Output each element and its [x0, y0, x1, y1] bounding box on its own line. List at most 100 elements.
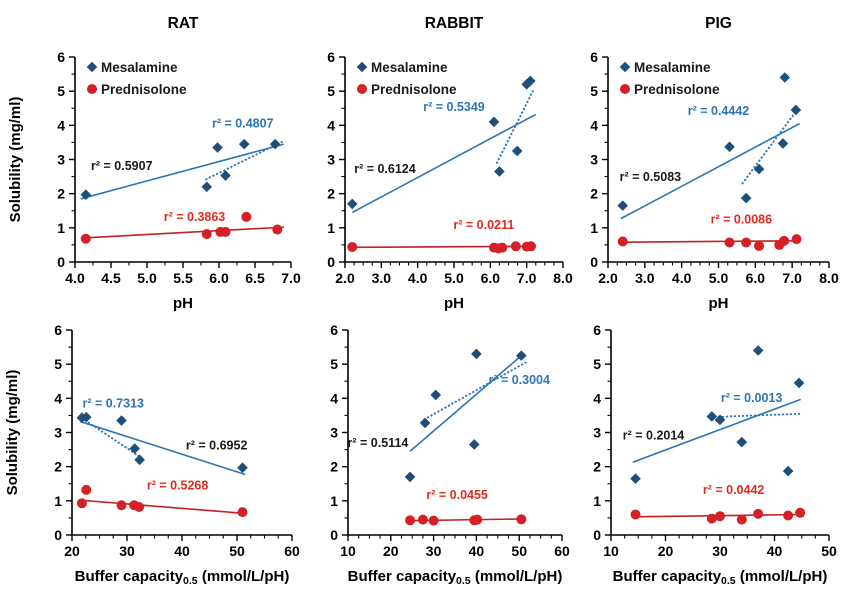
- y-tick-label: 5: [54, 356, 62, 372]
- x-tick-label: 20: [64, 543, 80, 559]
- r-squared-label: r² = 0.0211: [453, 218, 514, 232]
- mesalamine-point: [753, 163, 765, 175]
- mesalamine-point: [525, 75, 536, 87]
- y-tick-label: 6: [327, 49, 335, 65]
- prednisolone-point: [516, 514, 527, 525]
- y-tick-label: 0: [590, 254, 598, 270]
- x-tick-label: 50: [229, 543, 245, 559]
- panel-rat-ph: 4.0 4.5 5.0 5.5 6.0 6.5 7.0 0 1 2 3 4 5 6 RAT Solubilit…: [7, 15, 301, 312]
- y-tick-label: 1: [54, 493, 62, 509]
- x-tick-label: 5.5: [173, 270, 193, 286]
- solid-trendline: [80, 143, 285, 200]
- prednisolone-point: [347, 241, 358, 252]
- legend: Mesalamine Prednisolone: [356, 60, 457, 97]
- r-squared-label: r² = 0.0013: [721, 391, 783, 405]
- mesalamine-point: [511, 145, 523, 157]
- y-tick-label: 3: [330, 425, 338, 441]
- r-squared-label: r² = 0.4442: [688, 104, 750, 118]
- y-tick-label: 3: [54, 425, 62, 441]
- panel-rat-buffer: 20 30 40 50 60 0 1 2 3 4 5 6 Solubility (mg/ml) Buffe…: [4, 322, 300, 587]
- mesalamine-point: [129, 443, 140, 454]
- prednisolone-point: [630, 509, 641, 520]
- x-tick-label: 6.0: [746, 270, 766, 286]
- x-axis-title: Buffer capacity0.5 (mmol/L/pH): [613, 568, 828, 587]
- prednisolone-point: [736, 514, 747, 525]
- mesalamine-point: [617, 200, 629, 211]
- mesalamine-point: [430, 389, 442, 401]
- x-tick-label: 40: [174, 543, 190, 559]
- mesalamine-point: [237, 462, 248, 473]
- mesalamine-point: [419, 417, 431, 429]
- y-tick-label: 0: [330, 527, 338, 543]
- x-axis-title: pH: [173, 295, 193, 312]
- panel-pig-buffer: 10 20 30 40 50 0 1 2 3 4 5 6 Buffer capacity0.5 (mmo…: [593, 322, 837, 587]
- x-tick-label: 7.0: [517, 270, 537, 286]
- prednisolone-point: [754, 240, 765, 251]
- r-squared-label: r² = 0.3004: [488, 373, 550, 387]
- x-axis-title: Buffer capacity0.5 (mmol/L/pH): [348, 568, 563, 587]
- y-tick-label: 3: [593, 425, 601, 441]
- panel-pig-ph: 2.0 3.0 4.0 5.0 6.0 7.0 8.0 0 1 2 3 4 5 6 PIG pH r² = 0.…: [590, 15, 839, 312]
- prednisolone-point: [241, 211, 252, 222]
- legend-circle-icon: [357, 84, 367, 94]
- prednisolone-point: [497, 242, 508, 253]
- x-tick-label: 4.0: [408, 270, 428, 286]
- r-squared-label: r² = 0.5349: [423, 100, 485, 114]
- series-mesalamine: [346, 75, 536, 210]
- x-tick-label: 8.0: [553, 270, 573, 286]
- prednisolone-point: [201, 228, 212, 239]
- mesalamine-point: [346, 198, 358, 210]
- series-prednisolone: [80, 211, 283, 244]
- x-tick-label: 10: [340, 543, 356, 559]
- mesalamine-point: [494, 166, 505, 177]
- mesalamine-point: [134, 454, 145, 466]
- mesalamine-point: [779, 72, 791, 83]
- prednisolone-point: [715, 511, 725, 522]
- y-tick-label: 3: [590, 152, 598, 168]
- mesalamine-point: [740, 192, 752, 204]
- mesalamine-point: [793, 377, 805, 389]
- mesalamine-point: [404, 471, 416, 483]
- y-tick-label: 1: [327, 220, 335, 236]
- y-tick-label: 6: [54, 322, 62, 338]
- mesalamine-point: [706, 411, 718, 422]
- series-prednisolone: [617, 234, 802, 251]
- mesalamine-point: [269, 138, 281, 150]
- series-prednisolone: [76, 484, 248, 518]
- y-tick-label: 1: [593, 493, 601, 509]
- prednisolone-point: [272, 224, 283, 235]
- legend-diamond-icon: [619, 61, 631, 73]
- r-squared-label: r² = 0.6124: [354, 162, 416, 176]
- x-tick-label: 5.0: [444, 270, 464, 286]
- x-tick-label: 30: [426, 543, 442, 559]
- prednisolone-point: [81, 484, 92, 495]
- legend-label: Prednisolone: [101, 82, 187, 97]
- y-tick-label: 5: [590, 83, 598, 99]
- mesalamine-point: [220, 170, 231, 181]
- r-squared-label: r² = 0.5268: [147, 479, 209, 493]
- dotted-trendline: [741, 110, 797, 185]
- mesalamine-point: [80, 189, 92, 200]
- y-tick-label: 0: [593, 527, 601, 543]
- solid-trendline: [409, 355, 522, 452]
- x-tick-label: 20: [658, 543, 674, 559]
- r-squared-label: r² = 0.3863: [164, 210, 226, 224]
- x-tick-label: 60: [554, 543, 570, 559]
- prednisolone-point: [405, 515, 416, 526]
- mesalamine-point: [714, 414, 726, 426]
- panel-title: PIG: [705, 15, 732, 32]
- y-tick-label: 2: [590, 186, 598, 202]
- x-tick-label: 2.0: [598, 270, 618, 286]
- prednisolone-point: [417, 514, 428, 525]
- prednisolone-point: [510, 241, 521, 252]
- y-tick-label: 1: [590, 220, 598, 236]
- legend: Mesalamine Prednisolone: [86, 60, 187, 97]
- y-tick-label: 6: [57, 49, 65, 65]
- prednisolone-point: [795, 507, 806, 518]
- mesalamine-point: [488, 116, 500, 128]
- mesalamine-point: [790, 104, 802, 116]
- prednisolone-point: [526, 241, 537, 252]
- y-tick-label: 5: [593, 356, 601, 372]
- panel-rabbit-ph: 2.0 3.0 4.0 5.0 6.0 7.0 8.0 0 1 2 3 4 5 6 RABBIT pH r² =…: [327, 15, 573, 312]
